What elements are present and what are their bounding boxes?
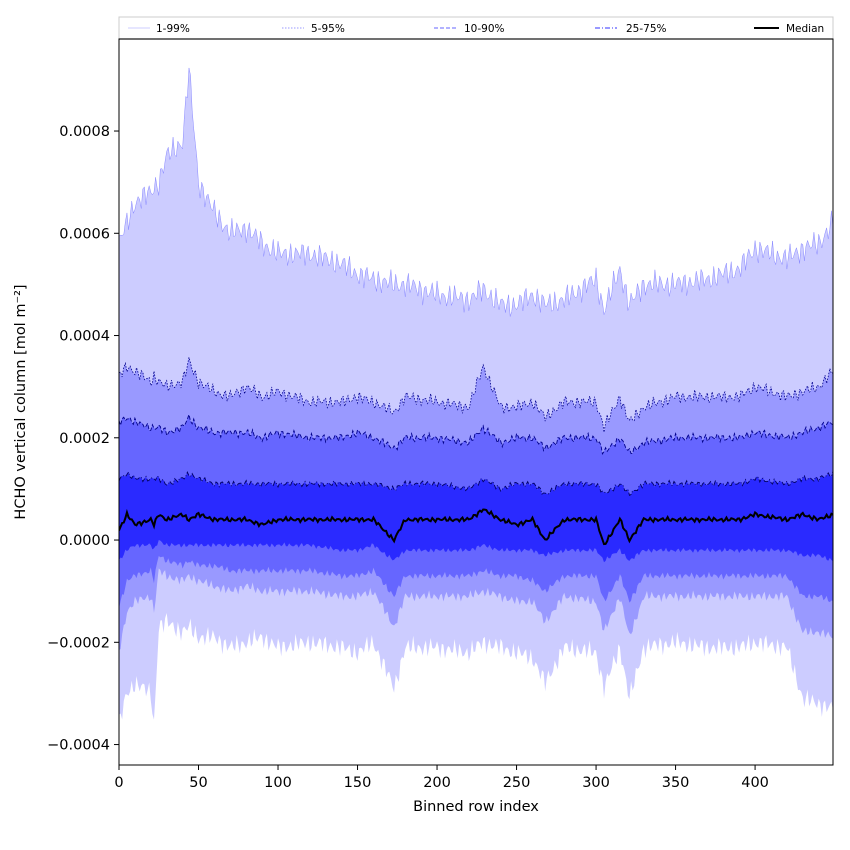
y-tick-label: −0.0004 [47, 738, 110, 754]
y-tick-label: −0.0002 [47, 635, 110, 651]
band-edge-lines [119, 67, 833, 496]
band-upper-edge-10-90 [119, 412, 833, 455]
y-tick-label: 0.0006 [59, 226, 110, 242]
x-axis-label: Binned row index [413, 799, 539, 815]
legend-label-10-90: 10-90% [464, 23, 505, 35]
legend-label-median: Median [786, 23, 824, 35]
legend-item-5-95: 5-95% [282, 23, 345, 35]
band-upper-edge-1-99 [119, 67, 833, 317]
x-tick-label: 400 [741, 775, 769, 791]
y-tick-label: 0.0002 [59, 431, 110, 447]
band-upper-edge-25-75 [119, 470, 833, 496]
y-axis: −0.0004 −0.0002 0.0000 0.0002 0.0004 0.0006 0.… [47, 124, 119, 754]
plot-area [118, 38, 834, 766]
y-axis-label: HCHO vertical column [mol m⁻²] [13, 284, 29, 519]
x-tick-label: 300 [582, 775, 610, 791]
x-tick-label: 200 [423, 775, 451, 791]
legend-label-25-75: 25-75% [626, 23, 667, 35]
band-upper-edge-5-95 [119, 357, 833, 433]
x-axis: 0 50 100 150 200 250 300 350 400 [114, 765, 769, 791]
legend: 1-99% 5-95% 10-90% 25-75% Median [118, 16, 834, 40]
y-tick-label: 0.0004 [59, 329, 110, 345]
x-tick-label: 350 [662, 775, 690, 791]
y-tick-label: 0.0008 [59, 124, 110, 140]
x-tick-label: 0 [114, 775, 123, 791]
median-line [119, 508, 833, 546]
x-tick-label: 250 [503, 775, 531, 791]
legend-item-median: Median [754, 23, 824, 35]
x-tick-label: 100 [264, 775, 292, 791]
legend-label-5-95: 5-95% [311, 23, 345, 35]
x-tick-label: 50 [189, 775, 207, 791]
percentile-bands [119, 67, 833, 720]
plot-frame [118, 38, 834, 766]
x-tick-label: 150 [344, 775, 372, 791]
y-tick-label: 0.0000 [59, 533, 110, 549]
legend-item-10-90: 10-90% [434, 23, 505, 35]
legend-item-1-99: 1-99% [128, 23, 190, 35]
legend-label-1-99: 1-99% [156, 23, 190, 35]
legend-item-25-75: 25-75% [595, 23, 667, 35]
